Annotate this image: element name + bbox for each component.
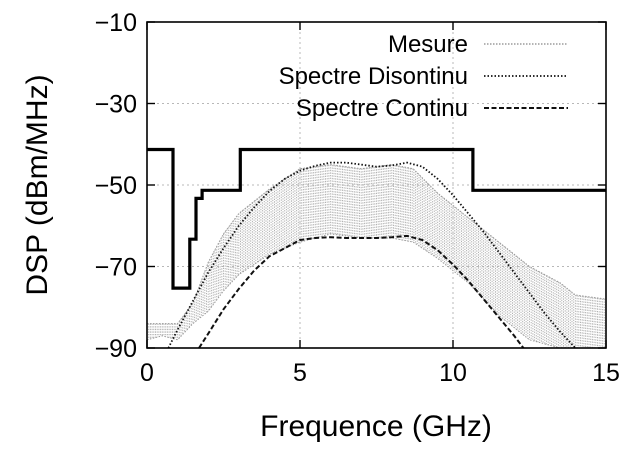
axis-ticks: 0 5 10 15 −90 −70 −50 −30 −10	[95, 9, 620, 387]
legend-spectre-continu-label: Spectre Continu	[296, 95, 468, 122]
y-tick-label: −90	[95, 335, 137, 363]
x-axis-title: Frequence (GHz)	[260, 410, 492, 443]
spectral-mask-series	[147, 147, 606, 290]
grid	[147, 22, 606, 348]
legend-spectre-disontinu-label: Spectre Disontinu	[279, 63, 468, 90]
mesure-band	[147, 164, 606, 348]
spectre-continu-series	[198, 234, 525, 348]
y-tick-label: −10	[95, 9, 137, 37]
mesure-series	[147, 164, 605, 348]
x-tick-label: 15	[592, 359, 620, 387]
x-tick-label: 0	[140, 359, 154, 387]
y-tick-label: −30	[95, 91, 137, 119]
spectre-disontinu-series	[167, 161, 577, 348]
legend: Mesure Spectre Disontinu Spectre Continu	[279, 31, 568, 122]
y-tick-label: −50	[95, 172, 137, 200]
y-tick-label: −70	[95, 254, 137, 282]
x-tick-label: 5	[293, 359, 307, 387]
mesure-upper-edge	[147, 164, 606, 325]
series-lines	[147, 147, 606, 348]
mesure-lower-edge	[147, 233, 606, 348]
y-axis-title: DSP (dBm/MHz)	[21, 74, 54, 295]
legend-mesure-label: Mesure	[388, 31, 468, 58]
x-tick-label: 10	[439, 359, 467, 387]
